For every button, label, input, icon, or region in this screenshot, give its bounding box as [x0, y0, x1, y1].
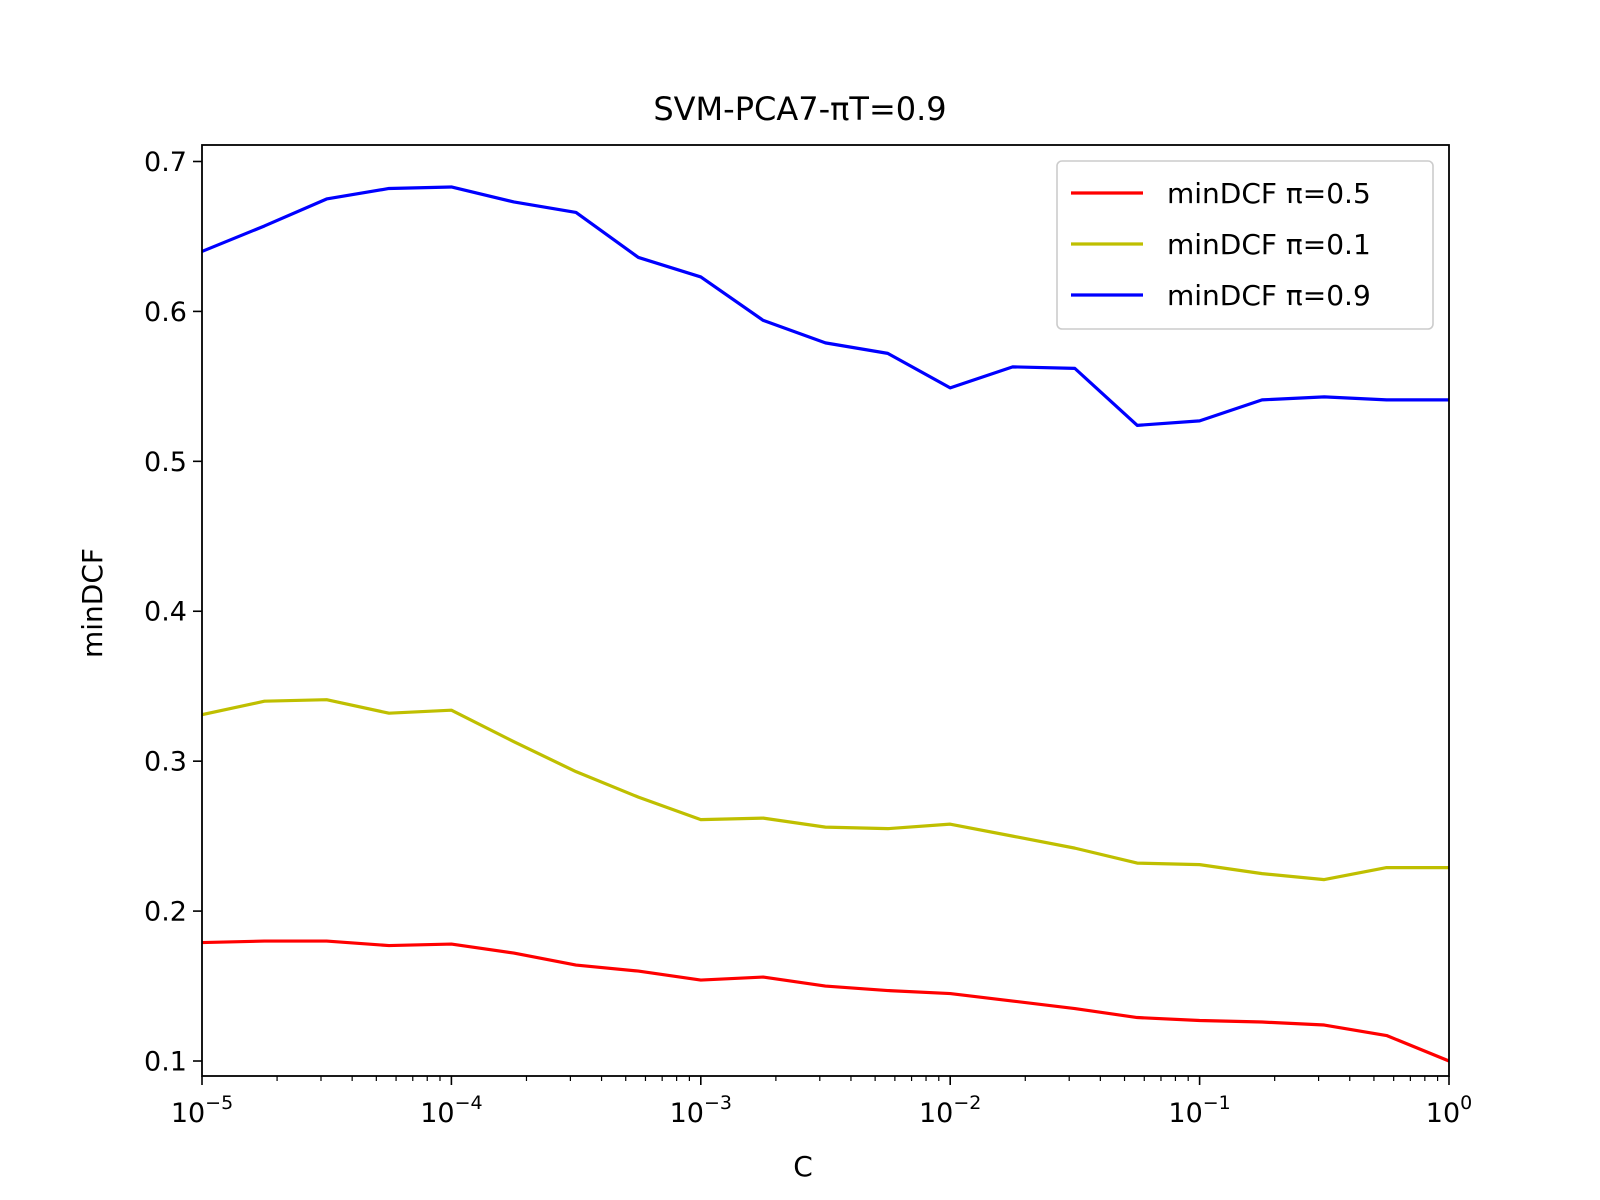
y-tick-label: 0.1 [144, 1047, 187, 1078]
x-tick-label: 10−2 [919, 1092, 981, 1129]
series-line-3 [202, 185, 1449, 427]
y-tick-label: 0.5 [144, 447, 187, 478]
x-tick-label: 10−1 [1168, 1092, 1230, 1129]
x-axis-label: C [793, 1150, 813, 1183]
legend-label-2: minDCF π=0.1 [1167, 228, 1371, 261]
legend: minDCF π=0.5 minDCF π=0.1 minDCF π=0.9 [1056, 160, 1434, 330]
y-tick-label: 0.6 [144, 297, 187, 328]
chart-title: SVM-PCA7-πT=0.9 [653, 90, 946, 128]
legend-label-3: minDCF π=0.9 [1167, 279, 1371, 312]
x-tick-label: 10−3 [670, 1092, 732, 1129]
y-tick-label: 0.7 [144, 147, 187, 178]
x-tick-label: 10−4 [420, 1092, 482, 1129]
y-axis-label: minDCF [76, 548, 109, 658]
series-line-2 [202, 698, 1449, 882]
y-tick-label: 0.4 [144, 597, 187, 628]
y-tick-label: 0.2 [144, 897, 187, 928]
legend-box [1056, 160, 1434, 330]
series-line-1 [202, 939, 1449, 1063]
x-tick-label: 100 [1426, 1092, 1472, 1129]
legend-label-1: minDCF π=0.5 [1167, 177, 1371, 210]
plot-area: 0.1 0.2 0.3 0.4 0.5 0.6 0.7 10−5 10−4 10−3 10−2 10−… [144, 144, 1472, 1129]
x-tick-label: 10−5 [171, 1092, 233, 1129]
y-tick-label: 0.3 [144, 747, 187, 778]
